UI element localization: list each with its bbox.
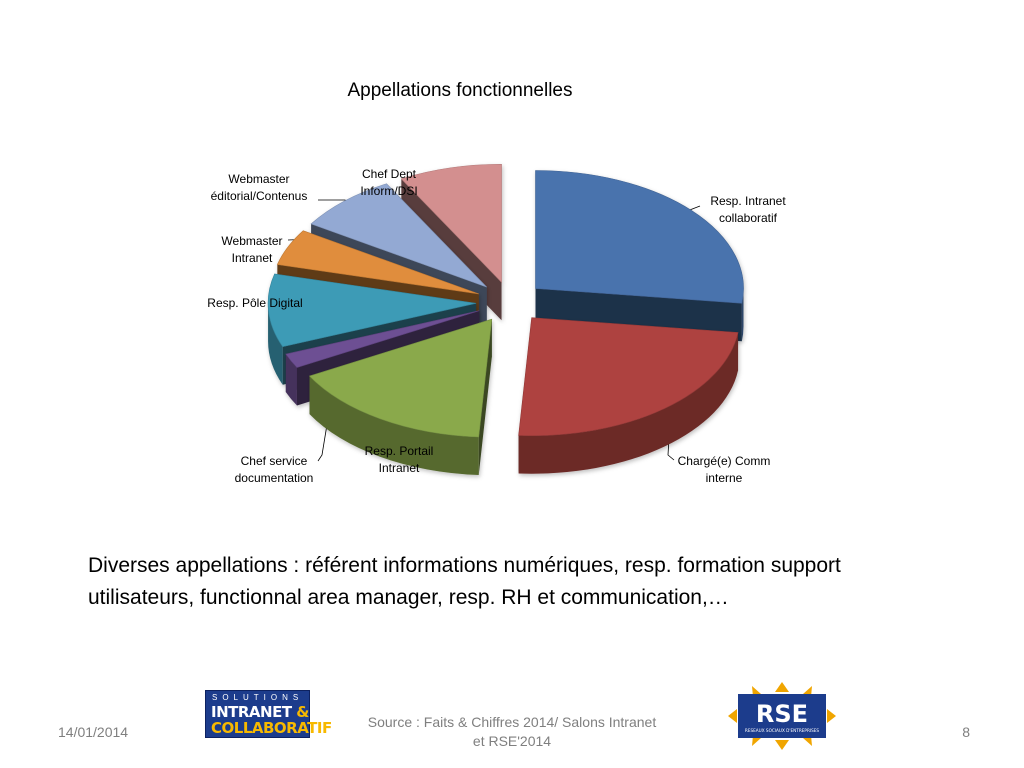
pie-slice-rim xyxy=(518,332,739,474)
page-number: 8 xyxy=(962,724,970,740)
pie-slice-top xyxy=(535,170,744,304)
pie-slice-rim xyxy=(268,303,283,385)
solutions-intranet-collaboratif-logo: SOLUTIONS INTRANET & COLLABORATIF xyxy=(205,690,332,738)
slice-label-resp-intranet-collaboratif: Resp. Intranet collaboratif xyxy=(710,194,786,225)
rse-logo-subtitle: RESEAUX SOCIAUX D'ENTREPRISES xyxy=(745,728,819,733)
rse-logo-box xyxy=(738,694,826,738)
slice-label-webmaster-intranet: Webmaster Intranet xyxy=(221,234,283,265)
footer-date: 14/01/2014 xyxy=(58,724,129,740)
pie-slice-rim xyxy=(285,354,297,406)
pie-slice-top xyxy=(285,310,480,368)
pie-slice-top xyxy=(276,230,479,295)
slice-label-charge-comm-interne: Chargé(e) Comm interne xyxy=(677,454,771,485)
slice-label-resp-pole-digital: Resp. Pôle Digital xyxy=(207,296,303,310)
chart-title: Appellations fonctionnelles xyxy=(347,80,573,101)
rse-logo: RSE RESEAUX SOCIAUX D'ENTREPRISES xyxy=(728,682,836,750)
slice-label-resp-portail-intranet: Resp. Portail Intranet xyxy=(364,444,434,475)
pie-slice-rim xyxy=(309,376,479,475)
slice-label-webmaster-editorial: Webmaster éditorial/Contenus xyxy=(210,172,308,203)
pie-slice-charge-e-comm-interne xyxy=(518,317,739,474)
logo-line-collaboratif: COLLABORATIF xyxy=(211,719,332,737)
logo-line-intranet: INTRANET & xyxy=(211,703,309,721)
pie-slice-top xyxy=(518,317,739,437)
pie-chart xyxy=(267,163,744,475)
footer-source: Source : Faits & Chiffres 2014/ Salons I… xyxy=(367,714,657,749)
logo-line-solutions: SOLUTIONS xyxy=(212,693,304,702)
rse-logo-text: RSE xyxy=(756,700,808,728)
pie-slice-top xyxy=(267,273,477,348)
pie-slice-top xyxy=(400,163,502,283)
slide-body-text: Diverses appellations : référent informa… xyxy=(88,554,841,609)
pie-slice-resp-portail-intranet xyxy=(308,318,493,475)
pie-slices xyxy=(267,163,744,475)
logo-word-intranet: INTRANET xyxy=(211,703,292,721)
pie-slice-top xyxy=(310,183,487,288)
slice-label-chef-dept-inform-dsi: Chef Dept Inform/DSI xyxy=(360,167,418,198)
pie-slice-top xyxy=(308,318,493,438)
slice-label-chef-service-documentation: Chef service documentation xyxy=(234,454,314,485)
logo-ampersand: & xyxy=(296,703,309,721)
